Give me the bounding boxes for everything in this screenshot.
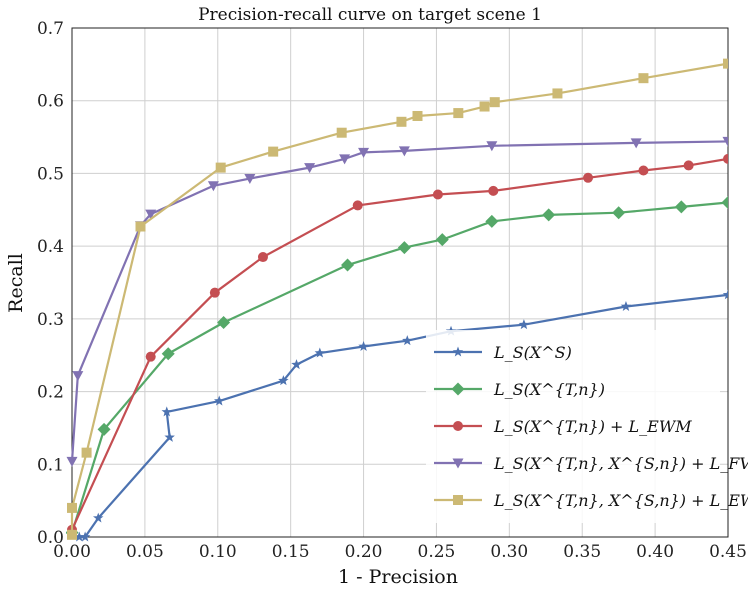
legend-label: L_S(X^{T,n}) + L_EWM (493, 417, 692, 436)
data-point (433, 190, 443, 200)
y-tick-label: 0.7 (37, 19, 64, 39)
chart-title: Precision-recall curve on target scene 1 (198, 5, 542, 25)
x-tick-label: 0.15 (272, 542, 310, 562)
data-point (583, 173, 593, 183)
legend-label: L_S(X^{T,n}) (493, 380, 605, 399)
data-point (136, 222, 146, 232)
data-point (490, 97, 500, 107)
data-point (638, 73, 648, 83)
x-tick-label: 0.30 (490, 542, 528, 562)
data-point (210, 288, 220, 298)
y-tick-label: 0.1 (37, 455, 64, 475)
legend: L_S(X^S) L_S(X^{T,n}) L_S(X^{T,n}) + L_EWM… (426, 330, 748, 523)
data-point (268, 147, 278, 157)
legend-label: L_S(X^{T,n}, X^{S,n}) + L_EWM (493, 491, 748, 510)
x-tick-label: 0.20 (345, 542, 383, 562)
legend-swatch-marker (453, 421, 463, 431)
y-tick-label: 0.6 (37, 92, 64, 112)
legend-label: L_S(X^{T,n}, X^{S,n}) + L_FV (493, 454, 748, 473)
data-point (82, 448, 92, 458)
y-tick-label: 0.2 (37, 383, 64, 403)
data-point (337, 128, 347, 138)
x-tick-label: 0.45 (709, 542, 747, 562)
x-tick-label: 0.40 (636, 542, 674, 562)
x-tick-label: 0.25 (418, 542, 456, 562)
y-tick-label: 0.0 (37, 528, 64, 548)
data-point (480, 102, 490, 112)
data-point (258, 252, 268, 262)
data-point (396, 117, 406, 127)
x-tick-label: 0.35 (563, 542, 601, 562)
data-point (552, 88, 562, 98)
x-axis-label: 1 - Precision (338, 566, 458, 588)
data-point (453, 108, 463, 118)
y-axis-label: Recall (5, 253, 27, 313)
data-point (353, 200, 363, 210)
x-tick-label: 0.10 (199, 542, 237, 562)
legend-label: L_S(X^S) (493, 343, 572, 362)
x-tick-label: 0.05 (126, 542, 164, 562)
y-tick-label: 0.3 (37, 310, 64, 330)
data-point (216, 163, 226, 173)
data-point (146, 352, 156, 362)
data-point (684, 160, 694, 170)
y-tick-label: 0.5 (37, 164, 64, 184)
data-point (67, 530, 77, 540)
y-tick-label: 0.4 (37, 237, 64, 257)
data-point (412, 111, 422, 121)
data-point (638, 166, 648, 176)
legend-swatch-marker (453, 495, 463, 505)
data-point (67, 503, 77, 513)
data-point (488, 186, 498, 196)
